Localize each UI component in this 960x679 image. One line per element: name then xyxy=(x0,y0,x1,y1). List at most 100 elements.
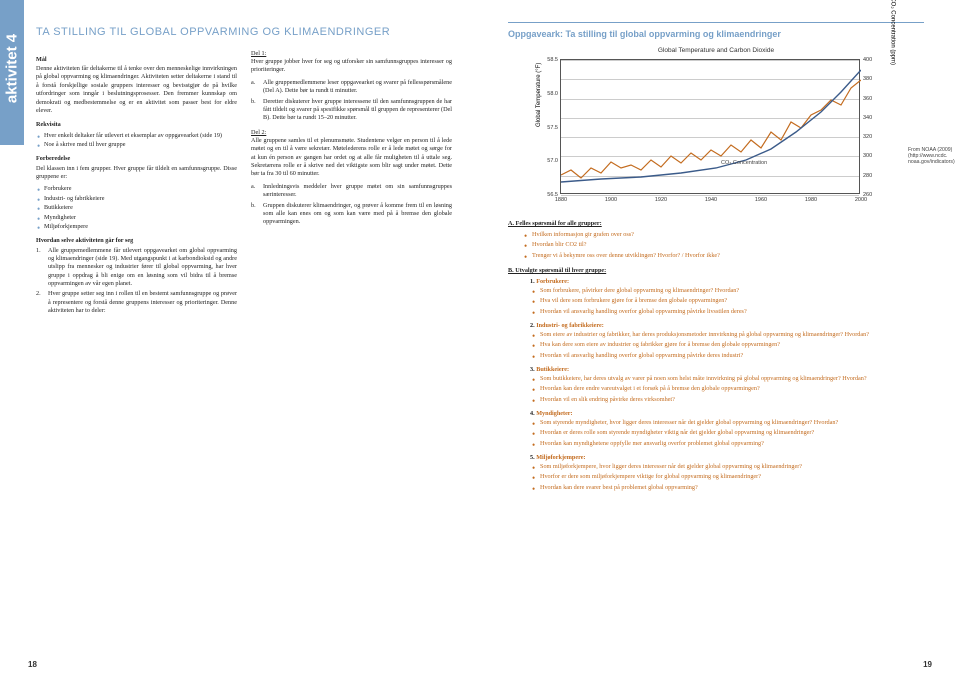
source-line: noaa.gov/indicators) xyxy=(908,159,958,165)
questions-section: A. Felles spørsmål for alle grupper: Hvi… xyxy=(508,220,924,493)
y-right-tick: 340 xyxy=(863,115,879,121)
x-tick: 1900 xyxy=(605,197,617,203)
chart-source: From NOAA (2009) (http://www.ncdc. noaa.… xyxy=(908,147,958,166)
forberedelse-body: Del klassen inn i fem grupper. Hver grup… xyxy=(36,165,237,182)
y-left-tick: 57.0 xyxy=(543,158,558,164)
question-item: Hvilken informasjon gir grafen over oss? xyxy=(522,231,924,240)
del1-b-text: Deretter diskuterer hver gruppe interess… xyxy=(263,98,452,122)
list-item: Forbrukere xyxy=(36,185,237,193)
y-axis-left-title: Global Temperature (°F) xyxy=(536,63,542,127)
y-right-tick: 360 xyxy=(863,96,879,102)
del2-heading: Del 2: xyxy=(251,129,452,137)
group-heading: 2. Industri- og fabrikkeiere: xyxy=(530,322,924,331)
letter-b: b. xyxy=(251,98,256,106)
left-columns: Mål Denne aktiviteten får deltakerne til… xyxy=(36,50,452,318)
rekvisita-list: Hver enkelt deltaker får utlevert et eks… xyxy=(36,132,237,150)
question-item: Hva kan dere som eiere av industrier og … xyxy=(530,341,924,350)
page-title: TA STILLING TIL GLOBAL OPPVARMING OG KLI… xyxy=(36,26,452,40)
del2-intro: Alle gruppene samles til et plenumsmøte.… xyxy=(251,137,452,179)
y-right-tick: 380 xyxy=(863,76,879,82)
question-item: Hvordan er deres rolle som styrende mynd… xyxy=(530,429,924,438)
groups-list: Forbrukere Industri- og fabrikkeiere But… xyxy=(36,185,237,231)
mal-heading: Mål xyxy=(36,56,237,64)
question-item: Hvordan kan dere svarer best på probleme… xyxy=(530,484,924,493)
del2-b-text: Gruppen diskuterer klimaendringer, og pr… xyxy=(263,202,452,226)
x-tick: 1940 xyxy=(705,197,717,203)
question-item: Hva vil dere som forbrukere gjøre for å … xyxy=(530,297,924,306)
question-item: Hvordan vil ansvarlig handling overfor g… xyxy=(530,308,924,317)
co2-line xyxy=(561,70,861,182)
step-number: 1. xyxy=(36,247,41,255)
group-block: 5. Miljøforkjempere:Som miljøforkjempere… xyxy=(530,454,924,493)
question-item: Hvorfor er dere som miljøforkjempere vik… xyxy=(530,473,924,482)
page-spread: aktivitet 4 TA STILLING TIL GLOBAL OPPVA… xyxy=(0,0,960,679)
group-block: 2. Industri- og fabrikkeiere:Som eiere a… xyxy=(530,322,924,361)
question-item: Hvordan vil ansvarlig handling overfor g… xyxy=(530,352,924,361)
activity-tab-label: aktivitet 4 xyxy=(4,9,21,129)
group-block: 3. Butikkeiere:Som butikkeiere, har dere… xyxy=(530,366,924,405)
y-axis-right-title: CO₂ Concentration (ppm) xyxy=(890,0,896,65)
list-item: Miljøforkjempere xyxy=(36,223,237,231)
del2-a: a. Innledningsvis meddeler hver gruppe m… xyxy=(251,183,452,200)
x-tick: 1960 xyxy=(755,197,767,203)
left-page: aktivitet 4 TA STILLING TIL GLOBAL OPPVA… xyxy=(0,0,480,679)
page-number-right: 19 xyxy=(923,660,932,669)
letter-b: b. xyxy=(251,202,256,210)
header-rule xyxy=(508,22,924,23)
step-number: 2. xyxy=(36,290,41,298)
chart-plot-area: CO₂ Concentration 58.558.057.557.056.540… xyxy=(560,59,860,194)
temperature-line xyxy=(561,80,861,178)
group-heading: 4. Myndigheter: xyxy=(530,410,924,419)
list-item: Hver enkelt deltaker får utlevert et eks… xyxy=(36,132,237,140)
question-item: Som butikkeiere, har deres utvalg av var… xyxy=(530,375,924,384)
del1-a: a. Alle gruppemedlemmene leser oppgavear… xyxy=(251,79,452,96)
question-item: Hvordan kan dere endre vareutvalget i et… xyxy=(530,385,924,394)
left-column-1: Mål Denne aktiviteten får deltakerne til… xyxy=(36,50,237,318)
x-tick: 1880 xyxy=(555,197,567,203)
x-tick: 2000 xyxy=(855,197,867,203)
worksheet-header: Oppgaveark: Ta stilling til global oppva… xyxy=(508,29,924,39)
forberedelse-heading: Forberedelse xyxy=(36,155,237,163)
question-item: Som forbrukere, påvirker dere global opp… xyxy=(530,287,924,296)
list-item: Noe å skrive med til hver gruppe xyxy=(36,141,237,149)
step-1-text: Alle gruppemedlemmene får utlevert oppga… xyxy=(48,247,237,287)
del2-b: b. Gruppen diskuterer klimaendringer, og… xyxy=(251,202,452,227)
group-heading: 5. Miljøforkjempere: xyxy=(530,454,924,463)
x-tick: 1980 xyxy=(805,197,817,203)
activity-tab: aktivitet 4 xyxy=(0,0,24,145)
section-b-heading: B. Utvalgte spørsmål til hver gruppe: xyxy=(508,267,924,276)
question-item: Som eiere av industrier og fabrikker, ha… xyxy=(530,331,924,340)
group-heading: 1. Forbrukere: xyxy=(530,278,924,287)
y-right-tick: 280 xyxy=(863,173,879,179)
group-block: 4. Myndigheter:Som styrende myndigheter,… xyxy=(530,410,924,449)
y-right-tick: 300 xyxy=(863,153,879,159)
question-item: Som styrende myndigheter, hvor ligger de… xyxy=(530,419,924,428)
step-1: 1. Alle gruppemedlemmene får utlevert op… xyxy=(36,247,237,289)
del1-a-text: Alle gruppemedlemmene leser oppgavearket… xyxy=(263,79,452,94)
question-item: Hvordan kan myndighetene oppfylle mer an… xyxy=(530,440,924,449)
step-2-text: Hver gruppe setter seg inn i rollen til … xyxy=(48,290,237,314)
group-heading: 3. Butikkeiere: xyxy=(530,366,924,375)
list-item: Myndigheter xyxy=(36,214,237,222)
section-a-heading: A. Felles spørsmål for alle grupper: xyxy=(508,220,924,229)
rekvisita-heading: Rekvisita xyxy=(36,121,237,129)
question-item: Som miljøforkjempere, hvor ligger deres … xyxy=(530,463,924,472)
x-tick: 1920 xyxy=(655,197,667,203)
page-number-left: 18 xyxy=(28,660,37,669)
mal-body: Denne aktiviteten får deltakerne til å t… xyxy=(36,65,237,115)
question-item: Trenger vi å bekymre oss over denne utvi… xyxy=(522,252,924,261)
letter-a: a. xyxy=(251,79,255,87)
y-left-tick: 58.5 xyxy=(543,57,558,63)
del1-heading: Del 1: xyxy=(251,50,452,58)
climate-chart: Global Temperature and Carbon Dioxide Gl… xyxy=(526,47,906,212)
list-item: Butikkeiere xyxy=(36,204,237,212)
co2-annotation: CO₂ Concentration xyxy=(721,160,767,166)
left-column-2: Del 1: Hver gruppe jobber hver for seg o… xyxy=(251,50,452,318)
chart-title: Global Temperature and Carbon Dioxide xyxy=(526,47,906,54)
list-item: Industri- og fabrikkeiere xyxy=(36,195,237,203)
question-item: Hvordan blir CO2 til? xyxy=(522,241,924,250)
del2-a-text: Innledningsvis meddeler hver gruppe møte… xyxy=(263,183,452,198)
del1-b: b. Deretter diskuterer hver gruppe inter… xyxy=(251,98,452,123)
del1-intro: Hver gruppe jobber hver for seg og utfor… xyxy=(251,58,452,75)
section-b-groups: 1. Forbrukere:Som forbrukere, påvirker d… xyxy=(522,278,924,493)
